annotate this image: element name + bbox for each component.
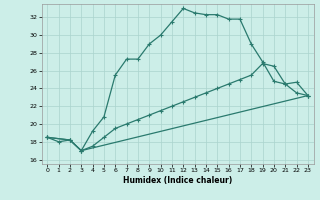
X-axis label: Humidex (Indice chaleur): Humidex (Indice chaleur)	[123, 176, 232, 185]
